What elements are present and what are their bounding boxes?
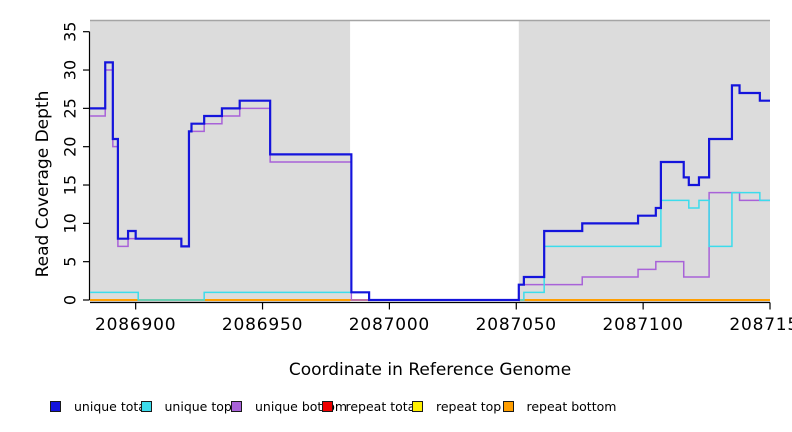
y-axis-title: Read Coverage Depth xyxy=(33,90,53,278)
x-tick-label: 2086950 xyxy=(222,315,303,335)
legend-item-repeat-total: repeat total xyxy=(321,399,419,414)
legend-label: unique total xyxy=(74,399,150,414)
legend-item-unique-bottom: unique bottom xyxy=(231,399,347,414)
legend-item-repeat-top: repeat top xyxy=(412,399,503,414)
y-tick-label: 5 xyxy=(61,257,80,267)
y-tick-label: 30 xyxy=(61,60,80,80)
series-line-unique-bottom xyxy=(90,69,770,301)
shaded-region-1 xyxy=(518,21,770,302)
legend-item-unique-total: unique total xyxy=(50,399,149,414)
legend-label: repeat bottom xyxy=(526,399,617,414)
legend-swatch-unique-total xyxy=(50,401,61,412)
legend-label: repeat total xyxy=(345,399,419,414)
x-tick-label: 2087050 xyxy=(476,315,557,335)
legend-label: unique top xyxy=(164,399,232,414)
x-tick-label: 2086900 xyxy=(95,315,176,335)
legend-item-unique-top: unique top xyxy=(140,399,232,414)
x-axis-title: Coordinate in Reference Genome xyxy=(288,360,572,380)
legend-swatch-unique-bottom xyxy=(231,401,242,412)
y-tick-label: 25 xyxy=(61,98,80,118)
y-tick-label: 0 xyxy=(61,295,80,305)
y-tick-label: 20 xyxy=(61,137,80,157)
legend-swatch-repeat-total xyxy=(321,401,333,412)
y-tick-label: 35 xyxy=(61,22,80,42)
legend-swatch-repeat-top xyxy=(412,401,423,412)
y-tick-label: 15 xyxy=(61,175,80,195)
x-tick-label: 2087150 xyxy=(729,315,792,335)
y-tick-label: 10 xyxy=(61,213,80,233)
x-tick-label: 2087000 xyxy=(349,315,430,335)
series-line-unique-top xyxy=(90,191,770,301)
legend-swatch-repeat-bottom xyxy=(502,401,514,412)
series-line-unique-total xyxy=(90,61,770,302)
legend-swatch-unique-top xyxy=(140,401,152,412)
legend: unique total unique top unique bottom re… xyxy=(50,399,616,414)
x-tick-label: 2087100 xyxy=(602,315,683,335)
legend-item-repeat-bottom: repeat bottom xyxy=(502,399,617,414)
legend-label: repeat top xyxy=(436,399,502,414)
